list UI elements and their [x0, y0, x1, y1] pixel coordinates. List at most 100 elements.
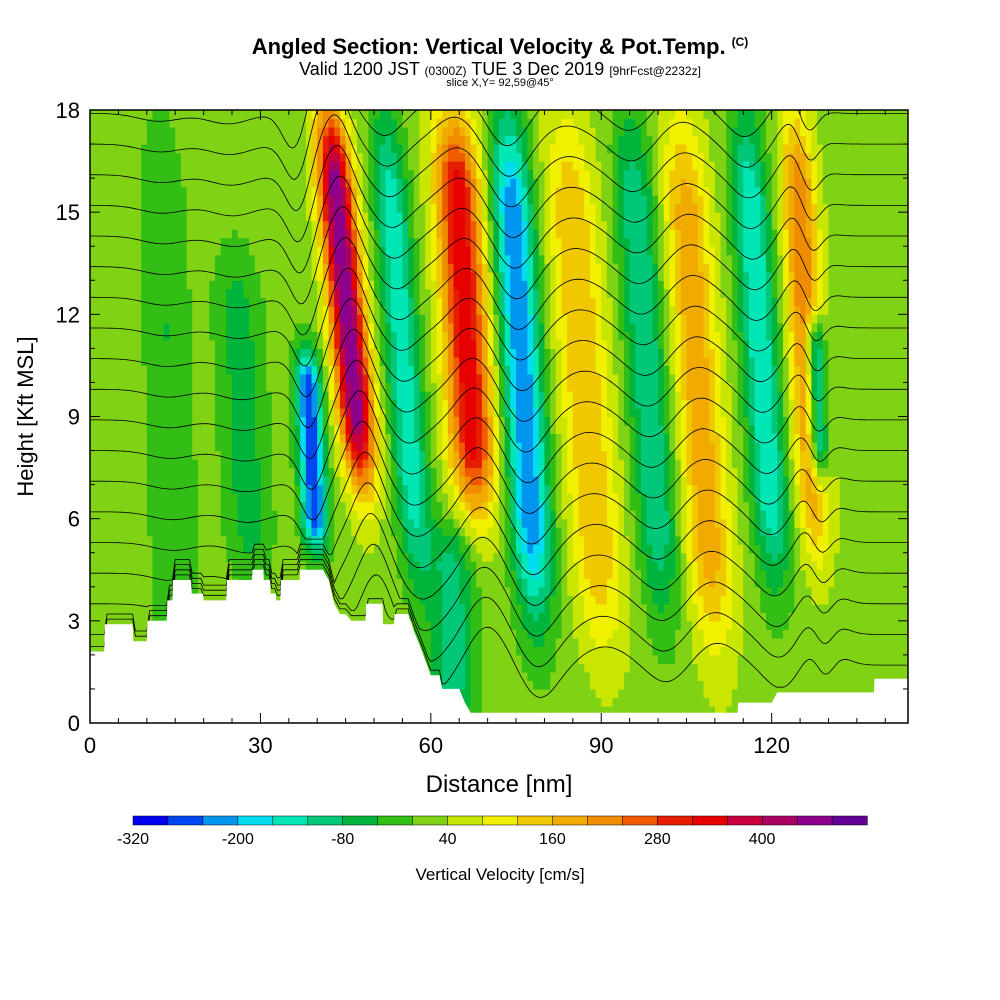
- velocity-cell: [197, 450, 205, 460]
- velocity-cell: [146, 263, 154, 273]
- velocity-cell: [254, 407, 262, 418]
- velocity-cell: [300, 271, 307, 281]
- velocity-cell: [294, 484, 301, 494]
- velocity-cell: [288, 178, 296, 188]
- velocity-cell: [442, 416, 449, 426]
- velocity-cell: [220, 161, 227, 171]
- velocity-cell: [351, 595, 358, 605]
- velocity-cell: [232, 220, 239, 230]
- velocity-cell: [209, 135, 216, 145]
- velocity-cell: [374, 152, 381, 162]
- velocity-cell: [266, 399, 273, 409]
- velocity-cell: [368, 459, 375, 469]
- velocity-cell: [197, 578, 205, 588]
- velocity-cell: [413, 365, 421, 375]
- velocity-cell: [294, 331, 301, 341]
- velocity-cell: [374, 297, 381, 307]
- velocity-cell: [146, 110, 154, 120]
- velocity-cell: [186, 169, 193, 179]
- velocity-cell: [214, 442, 222, 452]
- velocity-cell: [453, 637, 460, 647]
- velocity-cell: [408, 127, 415, 137]
- velocity-cell: [158, 552, 165, 562]
- velocity-cell: [118, 527, 125, 537]
- velocity-cell: [413, 186, 421, 196]
- velocity-cell: [197, 390, 205, 401]
- velocity-cell: [334, 220, 341, 230]
- velocity-cell: [129, 356, 137, 367]
- velocity-cell: [391, 586, 398, 596]
- velocity-cell: [203, 118, 210, 128]
- velocity-cell: [345, 203, 352, 213]
- velocity-cell: [266, 152, 273, 162]
- velocity-cell: [413, 280, 421, 290]
- velocity-cell: [220, 595, 227, 605]
- velocity-cell: [391, 237, 398, 247]
- velocity-cell: [425, 280, 432, 290]
- velocity-cell: [158, 595, 165, 605]
- velocity-cell: [339, 178, 347, 188]
- velocity-cell: [271, 169, 279, 179]
- velocity-cell: [476, 416, 483, 426]
- velocity-cell: [311, 561, 318, 571]
- velocity-cell: [374, 178, 381, 188]
- velocity-cell: [277, 305, 284, 315]
- velocity-cell: [90, 331, 97, 341]
- velocity-cell: [232, 314, 239, 324]
- velocity-cell: [476, 552, 483, 562]
- velocity-cell: [311, 220, 318, 230]
- velocity-cell: [107, 356, 114, 367]
- velocity-cell: [288, 527, 296, 537]
- velocity-cell: [470, 416, 477, 426]
- velocity-cell: [379, 178, 386, 188]
- velocity-cell: [135, 561, 142, 571]
- velocity-cell: [464, 288, 472, 298]
- velocity-cell: [476, 629, 483, 639]
- velocity-cell: [180, 493, 188, 503]
- velocity-cell: [334, 552, 341, 562]
- velocity-cell: [391, 331, 398, 341]
- velocity-cell: [419, 135, 426, 145]
- velocity-cell: [220, 450, 227, 460]
- velocity-cell: [146, 305, 154, 315]
- velocity-cell: [436, 654, 443, 664]
- velocity-cell: [118, 552, 125, 562]
- velocity-cell: [141, 144, 148, 154]
- velocity-cell: [129, 135, 137, 145]
- velocity-cell: [334, 518, 341, 528]
- velocity-cell: [419, 271, 426, 281]
- velocity-cell: [283, 527, 290, 537]
- velocity-cell: [391, 356, 398, 367]
- velocity-cell: [351, 373, 358, 384]
- velocity-cell: [459, 544, 466, 554]
- velocity-cell: [243, 552, 250, 562]
- velocity-cell: [90, 203, 97, 213]
- velocity-cell: [169, 237, 176, 247]
- velocity-cell: [226, 390, 233, 401]
- velocity-cell: [260, 288, 267, 298]
- velocity-cell: [470, 169, 477, 179]
- velocity-cell: [419, 110, 426, 120]
- velocity-cell: [481, 697, 489, 707]
- velocity-cell: [476, 220, 483, 230]
- velocity-cell: [249, 118, 256, 128]
- velocity-cell: [90, 195, 97, 205]
- velocity-cell: [374, 433, 381, 443]
- velocity-cell: [368, 169, 375, 179]
- velocity-cell: [237, 322, 244, 332]
- velocity-cell: [470, 697, 477, 707]
- velocity-cell: [311, 144, 318, 154]
- velocity-cell: [197, 144, 205, 154]
- velocity-cell: [470, 297, 477, 307]
- velocity-cell: [197, 399, 205, 409]
- velocity-cell: [408, 416, 415, 426]
- velocity-cell: [413, 203, 421, 213]
- velocity-cell: [339, 271, 347, 281]
- velocity-cell: [118, 390, 125, 401]
- velocity-cell: [470, 535, 477, 545]
- velocity-cell: [209, 178, 216, 188]
- velocity-cell: [158, 425, 165, 435]
- velocity-cell: [362, 552, 369, 562]
- velocity-cell: [169, 442, 176, 452]
- velocity-cell: [379, 544, 386, 554]
